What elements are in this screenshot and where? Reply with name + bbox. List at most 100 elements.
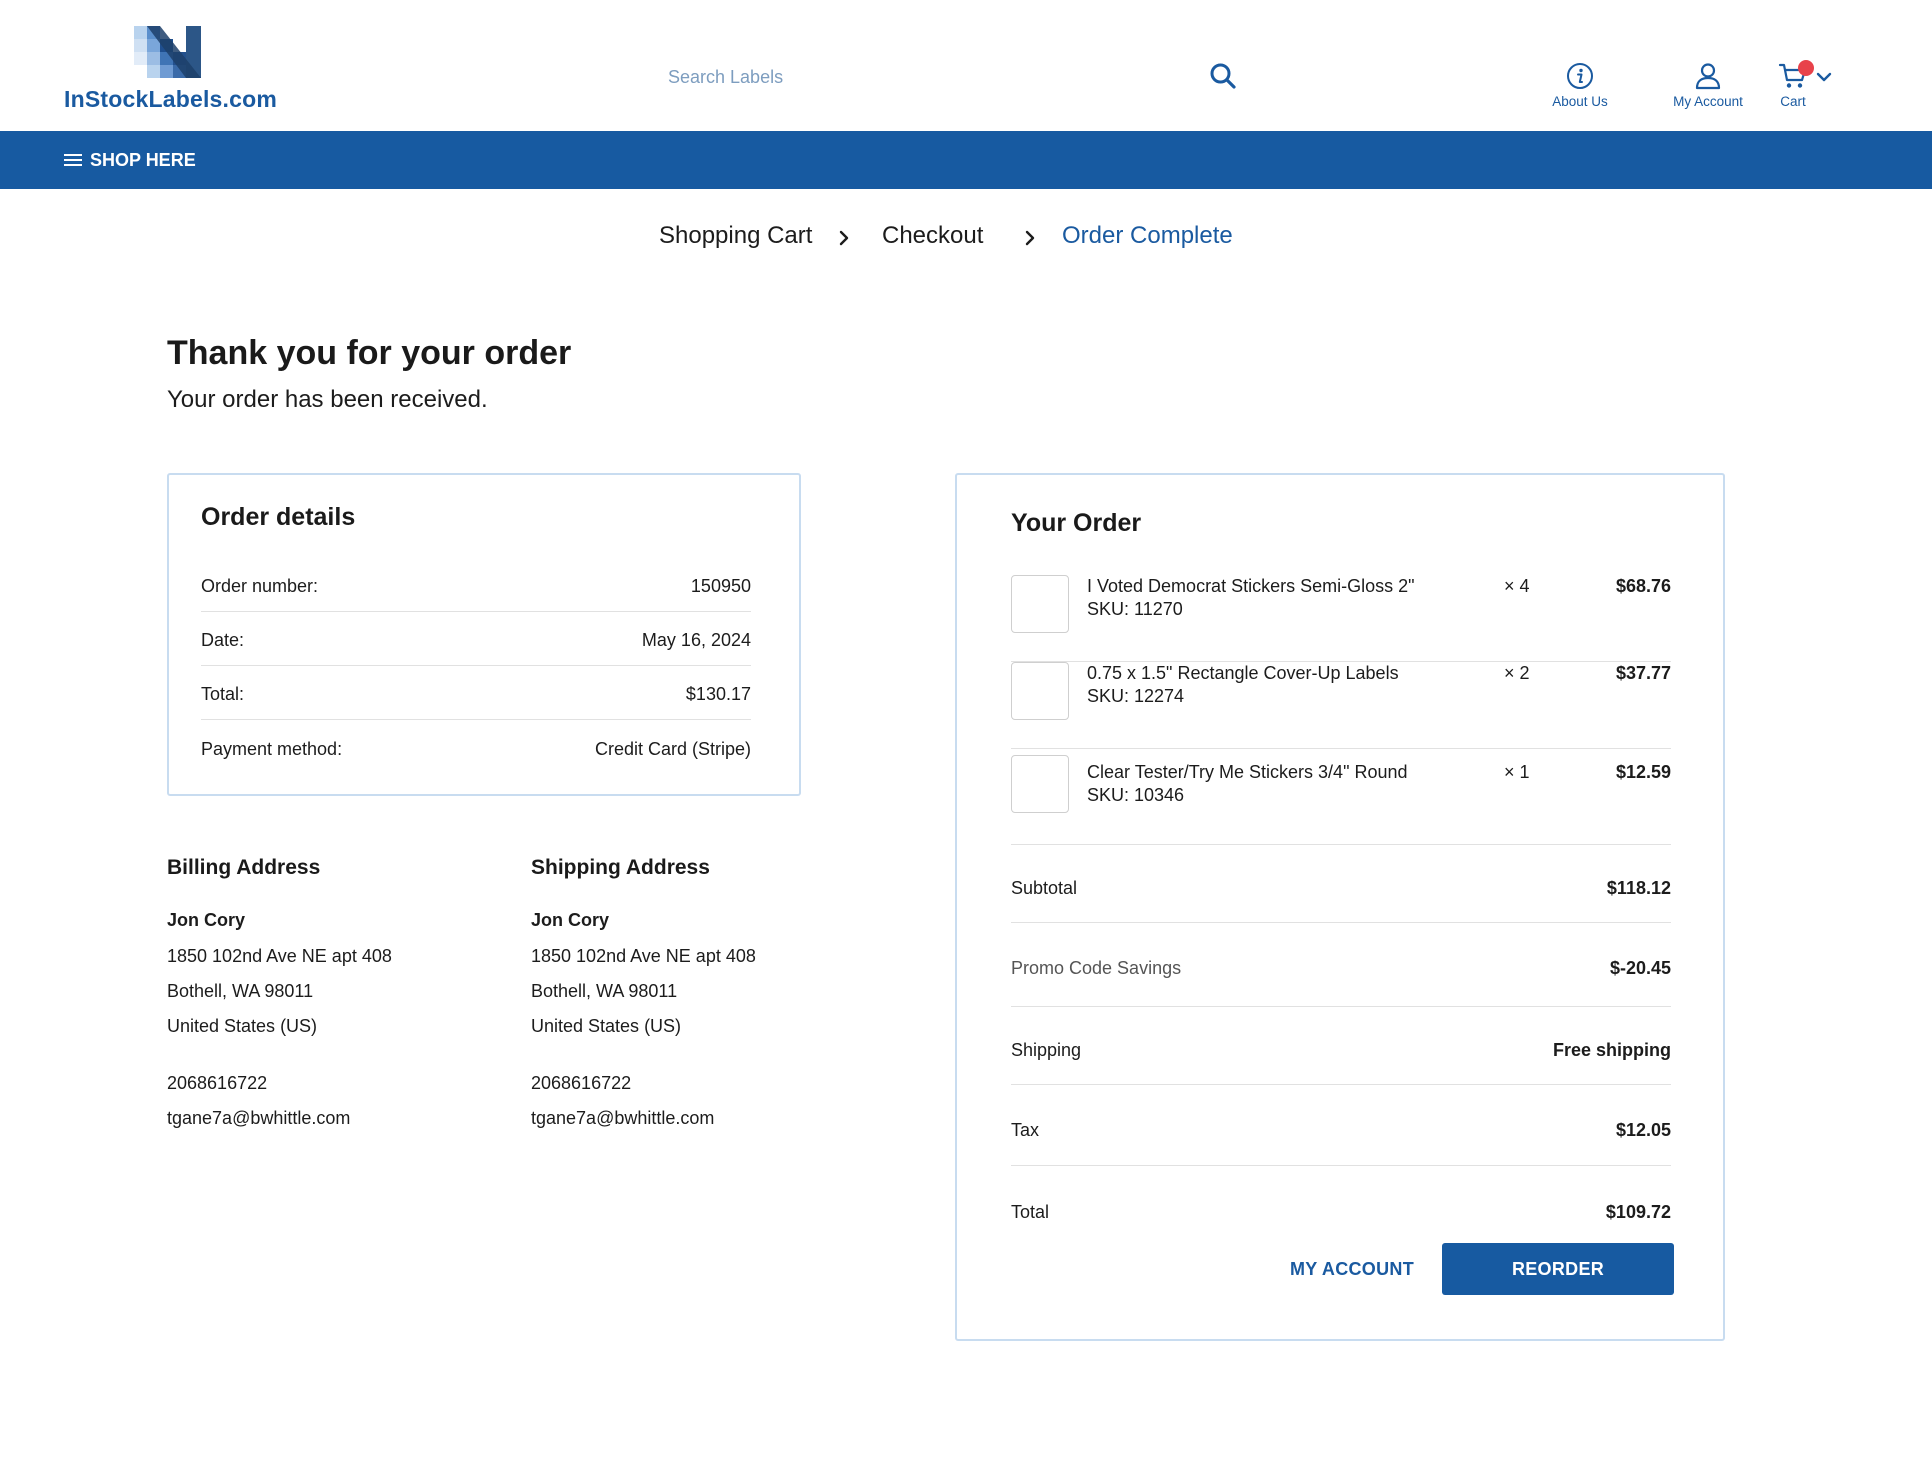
shipping-country: United States (US) xyxy=(531,1016,682,1036)
order-number-row: Order number: 150950 xyxy=(201,558,751,612)
order-item: I Voted Democrat Stickers Semi-Gloss 2" … xyxy=(1011,575,1671,662)
total-value: $109.72 xyxy=(1605,1202,1671,1222)
total-label: Total xyxy=(1011,1202,1050,1222)
shipping-address-title: Shipping Address xyxy=(531,856,710,879)
user-icon xyxy=(1695,63,1721,90)
order-total-row: Total: $130.17 xyxy=(201,666,751,720)
order-item: 0.75 x 1.5" Rectangle Cover-Up Labels SK… xyxy=(1011,662,1671,749)
reorder-button[interactable]: REORDER xyxy=(1442,1243,1674,1295)
detail-label: Total: xyxy=(201,684,245,704)
chevron-down-icon xyxy=(1816,72,1832,82)
detail-label: Order number: xyxy=(201,576,319,596)
product-name[interactable]: I Voted Democrat Stickers Semi-Gloss 2" xyxy=(1087,576,1415,596)
menu-icon xyxy=(64,154,82,166)
billing-street: 1850 102nd Ave NE apt 408 xyxy=(167,946,392,966)
shipping-row: Shipping Free shipping xyxy=(1011,1007,1671,1085)
my-account-button[interactable]: MY ACCOUNT xyxy=(1257,1243,1447,1295)
step-checkout[interactable]: Checkout xyxy=(882,222,984,249)
logo-text: InStockLabels.com xyxy=(64,86,278,112)
site-logo[interactable]: InStockLabels.com xyxy=(64,26,294,116)
order-date-row: Date: May 16, 2024 xyxy=(201,612,751,666)
product-qty: × 4 xyxy=(1504,576,1530,596)
chevron-right-icon xyxy=(1025,230,1035,246)
product-price: $37.77 xyxy=(1615,663,1671,683)
main-nav-bar: SHOP HERE xyxy=(0,131,1932,189)
shipping-email: tgane7a@bwhittle.com xyxy=(531,1108,715,1128)
shop-here-label: SHOP HERE xyxy=(90,149,196,170)
step-order-complete: Order Complete xyxy=(1062,222,1233,249)
my-account-link[interactable]: My Account xyxy=(1660,62,1756,122)
order-details-title: Order details xyxy=(201,503,356,531)
about-us-label: About Us xyxy=(1552,94,1608,109)
shipping-city: Bothell, WA 98011 xyxy=(531,981,678,1001)
billing-address: Billing Address Jon Cory 1850 102nd Ave … xyxy=(167,856,507,1143)
shipping-value: Free shipping xyxy=(1552,1040,1671,1060)
shipping-address: Shipping Address Jon Cory 1850 102nd Ave… xyxy=(531,856,871,1143)
site-header: InStockLabels.com About Us My Account xyxy=(0,0,1932,131)
billing-city: Bothell, WA 98011 xyxy=(167,981,314,1001)
checkout-steps: Shopping Cart Checkout Order Complete xyxy=(0,218,1932,258)
product-thumbnail[interactable] xyxy=(1011,755,1069,813)
product-name[interactable]: Clear Tester/Try Me Stickers 3/4" Round xyxy=(1087,762,1408,782)
order-details-card: Order details Order number: 150950 Date:… xyxy=(167,473,801,796)
info-icon xyxy=(1567,63,1593,89)
page-title: Thank you for your order xyxy=(167,334,572,372)
shipping-street: 1850 102nd Ave NE apt 408 xyxy=(531,946,756,966)
order-date-value: May 16, 2024 xyxy=(641,630,751,650)
order-total-value: $130.17 xyxy=(685,684,751,704)
billing-email: tgane7a@bwhittle.com xyxy=(167,1108,351,1128)
product-price: $68.76 xyxy=(1615,576,1671,596)
chevron-right-icon xyxy=(839,230,849,246)
cart-badge xyxy=(1798,60,1814,76)
logo-mark-icon xyxy=(134,26,201,78)
order-number-value: 150950 xyxy=(690,576,751,596)
product-qty: × 2 xyxy=(1504,663,1530,683)
subtotal-label: Subtotal xyxy=(1011,878,1078,898)
payment-method-value: Credit Card (Stripe) xyxy=(594,739,751,759)
cart-dropdown-button[interactable] xyxy=(1814,68,1834,88)
cart-label: Cart xyxy=(1780,94,1806,109)
product-thumbnail[interactable] xyxy=(1011,662,1069,720)
subtotal-value: $118.12 xyxy=(1606,878,1671,898)
shipping-phone: 2068616722 xyxy=(531,1073,632,1093)
billing-country: United States (US) xyxy=(167,1016,318,1036)
tax-label: Tax xyxy=(1011,1120,1040,1140)
about-us-link[interactable]: About Us xyxy=(1540,62,1620,122)
total-row: Total $109.72 xyxy=(1011,1166,1671,1236)
billing-name: Jon Cory xyxy=(167,910,246,930)
product-sku: SKU: 11270 xyxy=(1087,599,1183,619)
product-sku: SKU: 10346 xyxy=(1087,785,1185,805)
step-shopping-cart[interactable]: Shopping Cart xyxy=(659,222,813,249)
detail-label: Payment method: xyxy=(201,739,343,759)
search-bar xyxy=(656,52,1252,102)
product-sku: SKU: 12274 xyxy=(1087,686,1185,706)
cart-link[interactable]: Cart xyxy=(1768,60,1818,122)
promo-savings-value: $-20.45 xyxy=(1609,958,1671,978)
product-thumbnail[interactable] xyxy=(1011,575,1069,633)
promo-savings-label: Promo Code Savings xyxy=(1011,958,1182,978)
product-price: $12.59 xyxy=(1615,762,1671,782)
spacer xyxy=(531,1051,871,1073)
shipping-label: Shipping xyxy=(1011,1040,1082,1060)
search-icon xyxy=(1210,63,1236,89)
shop-here-menu[interactable]: SHOP HERE xyxy=(64,131,196,189)
billing-address-title: Billing Address xyxy=(167,856,321,879)
search-input[interactable] xyxy=(656,52,1196,102)
spacer xyxy=(167,1051,507,1073)
payment-method-row: Payment method: Credit Card (Stripe) xyxy=(201,720,751,774)
promo-savings-row: Promo Code Savings $-20.45 xyxy=(1011,923,1671,1007)
page-subtitle: Your order has been received. xyxy=(167,386,488,413)
product-name[interactable]: 0.75 x 1.5" Rectangle Cover-Up Labels xyxy=(1087,663,1399,683)
tax-row: Tax $12.05 xyxy=(1011,1085,1671,1166)
my-account-label: My Account xyxy=(1673,94,1743,109)
search-button[interactable] xyxy=(1204,58,1242,96)
product-qty: × 1 xyxy=(1504,762,1530,782)
order-item: Clear Tester/Try Me Stickers 3/4" Round … xyxy=(1011,749,1671,845)
shipping-name: Jon Cory xyxy=(531,910,610,930)
detail-label: Date: xyxy=(201,630,245,650)
your-order-card: Your Order I Voted Democrat Stickers Sem… xyxy=(955,473,1725,1341)
tax-value: $12.05 xyxy=(1615,1120,1671,1140)
your-order-title: Your Order xyxy=(1011,509,1142,537)
subtotal-row: Subtotal $118.12 xyxy=(1011,845,1671,923)
billing-phone: 2068616722 xyxy=(167,1073,268,1093)
